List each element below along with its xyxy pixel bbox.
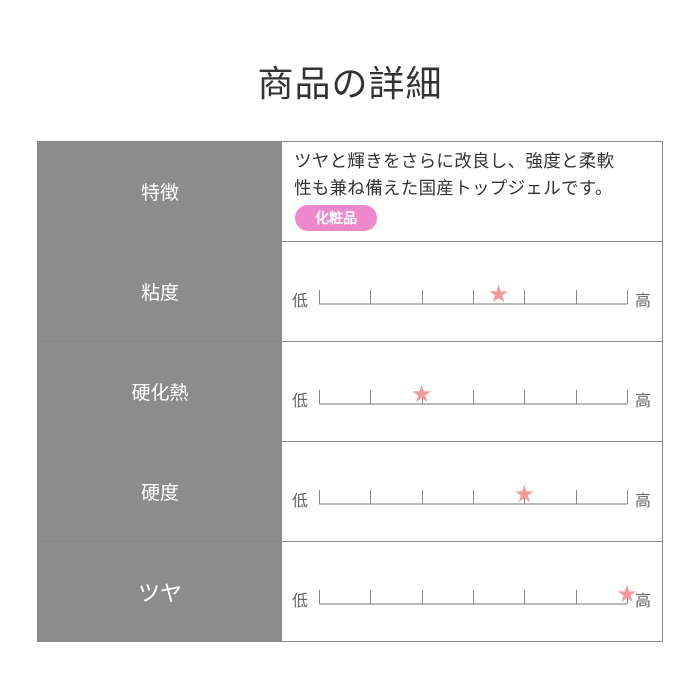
scale-tick: [524, 390, 526, 404]
scale-tick: [473, 590, 474, 604]
scale-tick: [524, 290, 526, 304]
row-curing-heat: 硬化熱低 ★ 高: [38, 341, 662, 441]
scale-tick: [421, 590, 423, 604]
scale-tick: [370, 490, 372, 504]
rating-scale: ★: [319, 580, 638, 608]
scale-tick: [473, 290, 474, 304]
scale-tick: [627, 390, 628, 404]
row-feature: 特徴 ツヤと輝きをさらに改良し、強度と柔軟 性も兼ね備えた国産トップジェルです。 …: [38, 142, 662, 241]
low-label: 低: [292, 591, 309, 610]
cosmetic-badge: 化粧品: [295, 205, 377, 231]
description-line: ツヤと輝きをさらに改良し、強度と柔軟: [294, 152, 615, 172]
high-label: 高: [635, 591, 652, 610]
rating-scale: ★: [319, 480, 628, 508]
description-line: 性も兼ね備えた国産トップジェルです。: [294, 179, 613, 199]
scale-tick: [473, 490, 474, 504]
row-viscosity: 粘度低 ★ 高: [38, 241, 662, 341]
scale-tick: [575, 490, 577, 504]
scale-tick: [575, 390, 577, 404]
star-icon: ★: [616, 580, 638, 608]
rating-scale: ★: [319, 380, 628, 408]
feature-cell: ツヤと輝きをさらに改良し、強度と柔軟 性も兼ね備えた国産トップジェルです。 化粧品: [282, 142, 662, 241]
row-gloss: ツヤ低 ★ 高: [38, 541, 662, 641]
scale-tick: [370, 290, 372, 304]
feature-description: ツヤと輝きをさらに改良し、強度と柔軟 性も兼ね備えた国産トップジェルです。: [294, 149, 614, 203]
scale-tick: [319, 490, 320, 504]
scale-tick: [524, 590, 526, 604]
high-label: 高: [635, 391, 652, 410]
scale-tick: [575, 290, 577, 304]
details-table: 特徴 ツヤと輝きをさらに改良し、強度と柔軟 性も兼ね備えた国産トップジェルです。 …: [37, 141, 663, 642]
scale-tick: [319, 390, 320, 404]
scale-tick: [627, 490, 628, 504]
star-icon: ★: [487, 280, 510, 308]
row-label: 硬度: [38, 442, 282, 541]
rating-cell: 低 ★ 高: [282, 342, 662, 441]
row-label: ツヤ: [38, 542, 282, 641]
scale-tick: [421, 290, 423, 304]
rating-scale: ★: [319, 280, 628, 308]
row-label: 粘度: [38, 242, 282, 341]
scale-tick: [370, 390, 372, 404]
scale-tick: [627, 590, 628, 604]
scale-tick: [319, 590, 320, 604]
scale-tick: [421, 490, 423, 504]
row-label: 硬化熱: [38, 342, 282, 441]
rating-cell: 低 ★ 高: [282, 442, 662, 541]
high-label: 高: [635, 291, 652, 310]
scale-tick: [319, 290, 320, 304]
low-label: 低: [292, 391, 309, 410]
scale-tick: [627, 290, 628, 304]
scale-tick: [524, 490, 526, 504]
rating-cell: 低 ★ 高: [282, 242, 662, 341]
scale-tick: [370, 590, 372, 604]
high-label: 高: [635, 491, 652, 510]
scale-tick: [473, 390, 474, 404]
low-label: 低: [292, 491, 309, 510]
scale-tick: [575, 590, 577, 604]
star-icon: ★: [410, 380, 433, 408]
star-icon: ★: [513, 480, 536, 508]
scale-tick: [421, 390, 423, 404]
rating-cell: 低 ★ 高: [282, 542, 662, 641]
low-label: 低: [292, 291, 309, 310]
row-label: 特徴: [38, 142, 282, 241]
page-title: 商品の詳細: [257, 64, 443, 105]
row-hardness: 硬度低 ★ 高: [38, 441, 662, 541]
